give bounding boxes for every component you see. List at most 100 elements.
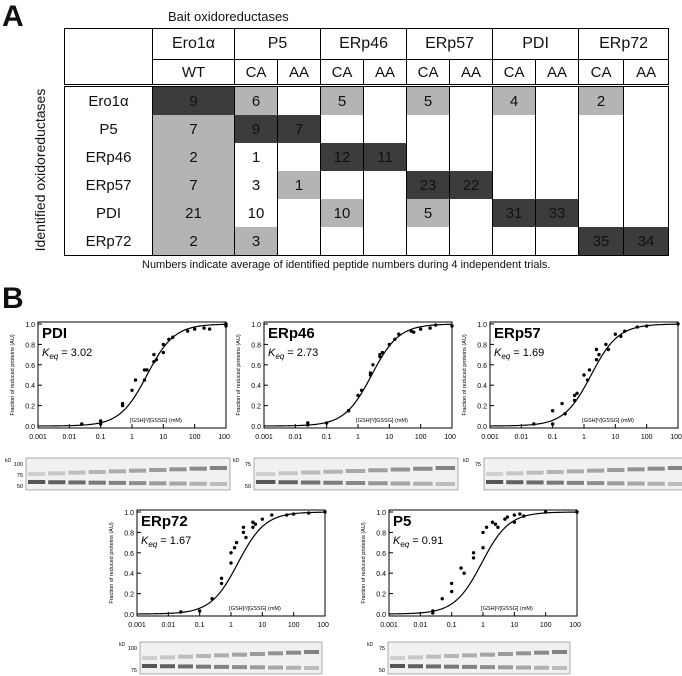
x-tick-label: 0.1 bbox=[322, 434, 332, 441]
data-point bbox=[496, 525, 500, 529]
y-tick-label: 0.0 bbox=[376, 612, 386, 619]
data-point bbox=[98, 422, 103, 426]
data-point bbox=[582, 373, 586, 377]
gel-band bbox=[142, 664, 157, 668]
y-tick-label: 0.0 bbox=[25, 424, 35, 431]
data-point bbox=[594, 347, 599, 352]
gel-band bbox=[444, 654, 459, 658]
data-point bbox=[359, 388, 364, 392]
blot-frame bbox=[139, 641, 323, 675]
data-point bbox=[285, 513, 289, 517]
data-point bbox=[291, 512, 296, 516]
data-point bbox=[219, 581, 224, 586]
peptide-count-cell: 35 bbox=[578, 227, 624, 256]
blot-frame bbox=[253, 457, 459, 491]
data-point bbox=[167, 337, 171, 341]
data-point bbox=[270, 513, 274, 517]
identified-row-header: PDI bbox=[64, 199, 153, 227]
bait-variant-header: CA bbox=[320, 59, 364, 87]
peptide-count-cell bbox=[406, 143, 450, 171]
peptide-count-cell bbox=[276, 85, 321, 115]
data-point bbox=[604, 342, 608, 347]
gel-band bbox=[647, 466, 665, 471]
gel-band bbox=[232, 652, 247, 657]
y-tick-label: 0.2 bbox=[477, 404, 487, 411]
fit-curve bbox=[388, 511, 578, 615]
gel-band bbox=[108, 469, 126, 474]
blot-unit: kD bbox=[233, 458, 240, 464]
data-point bbox=[623, 329, 627, 333]
peptide-count-cell: 10 bbox=[320, 199, 364, 227]
y-axis-label: Fraction of reduced proteins (AU) bbox=[109, 522, 115, 603]
peptide-count-cell bbox=[363, 199, 407, 227]
peptide-count-cell: 31 bbox=[492, 199, 536, 227]
data-point bbox=[380, 350, 385, 355]
x-tick-label: 100 bbox=[288, 622, 300, 629]
keq-label: Keq = 2.73 bbox=[268, 347, 318, 361]
gel-band bbox=[232, 665, 247, 670]
peptide-count-cell bbox=[578, 115, 624, 143]
data-point bbox=[219, 576, 224, 580]
gel-band bbox=[68, 480, 86, 485]
gel-band bbox=[426, 654, 441, 659]
blot-marker-label: 75 bbox=[379, 646, 385, 652]
x-tick-label: 1 bbox=[582, 434, 586, 441]
gel-band bbox=[390, 656, 405, 660]
data-point bbox=[251, 520, 255, 524]
gel-band bbox=[480, 652, 495, 657]
data-point bbox=[145, 368, 149, 372]
peptide-count-cell: 1 bbox=[276, 171, 321, 199]
gel-band bbox=[627, 467, 645, 472]
data-point bbox=[152, 360, 156, 364]
gel-band bbox=[300, 470, 321, 475]
x-tick-label: 0.001 bbox=[255, 434, 273, 441]
data-point bbox=[224, 324, 228, 328]
data-point bbox=[251, 525, 255, 529]
x-tick-label: 1 bbox=[481, 622, 485, 629]
data-point bbox=[412, 330, 416, 334]
gel-band bbox=[526, 470, 544, 475]
gel-band bbox=[426, 664, 441, 669]
chart-title: PDI bbox=[42, 325, 67, 342]
peptide-count-cell bbox=[276, 227, 321, 256]
data-point bbox=[587, 368, 592, 372]
x-tick-label: 100 bbox=[540, 622, 552, 629]
gel-band bbox=[28, 472, 46, 476]
bait-variant-header: CA bbox=[492, 59, 536, 87]
bait-variant-header: CA bbox=[234, 59, 278, 87]
data-point bbox=[306, 421, 310, 425]
bait-variant-header: AA bbox=[623, 59, 670, 87]
peptide-count-cell: 9 bbox=[152, 85, 235, 115]
peptide-count-cell: 2 bbox=[152, 227, 235, 256]
data-point bbox=[232, 546, 237, 550]
blot-frame bbox=[387, 641, 571, 675]
gel-band bbox=[516, 665, 531, 670]
gel-band bbox=[149, 468, 167, 472]
blot-marker-label: 75 bbox=[245, 462, 251, 468]
peptide-count-cell: 3 bbox=[234, 171, 278, 199]
data-point bbox=[244, 535, 248, 540]
x-tick-label: 0.1 bbox=[447, 622, 457, 629]
gel-band bbox=[546, 480, 564, 485]
bait-group-header: ERp72 bbox=[578, 28, 670, 60]
peptide-count-cell bbox=[406, 227, 450, 256]
peptide-count-cell bbox=[623, 115, 670, 143]
x-tick-label: 1000 bbox=[569, 622, 581, 629]
bait-variant-header: CA bbox=[406, 59, 450, 87]
gel-band bbox=[390, 664, 405, 668]
data-point bbox=[120, 401, 125, 406]
data-point bbox=[241, 525, 246, 529]
data-point bbox=[572, 393, 577, 398]
gel-band bbox=[48, 471, 66, 476]
x-tick-label: 0.1 bbox=[96, 434, 106, 441]
titration-chart: 0.0 0.2 0.4 0.6 0.8 1.0 0.001 0.01 0.1 1 10 100 1000… bbox=[462, 321, 682, 441]
gel-band bbox=[108, 480, 126, 485]
gel-band bbox=[506, 480, 524, 485]
peptide-count-cell bbox=[535, 85, 579, 115]
data-point bbox=[186, 329, 190, 333]
blot-unit: kD bbox=[5, 458, 12, 464]
data-point bbox=[471, 556, 476, 560]
chart-title: ERp57 bbox=[494, 325, 541, 342]
gel-band bbox=[278, 480, 298, 485]
